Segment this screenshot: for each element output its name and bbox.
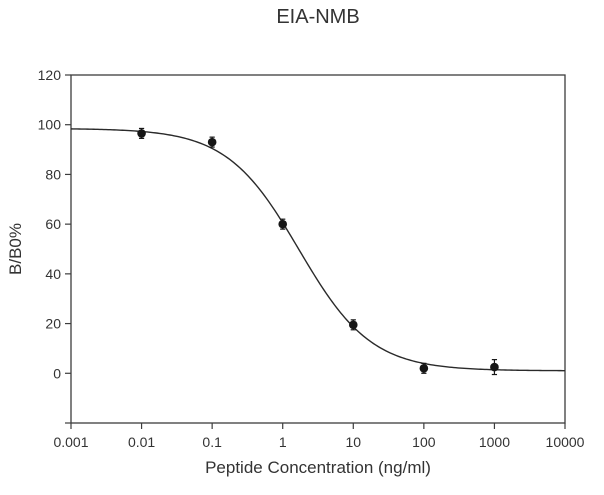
y-tick-label: 20 <box>45 316 61 332</box>
data-point <box>490 362 499 372</box>
y-tick-label: 60 <box>45 216 61 232</box>
data-point <box>278 219 288 229</box>
y-tick-label: 40 <box>45 266 61 282</box>
y-tick-label: 0 <box>53 365 61 381</box>
data-point <box>207 137 217 147</box>
x-tick-label: 10 <box>345 434 361 450</box>
x-tick-label: 0.001 <box>53 434 88 450</box>
data-point <box>137 129 146 138</box>
chart-title: EIA-NMB <box>276 6 360 28</box>
x-tick-label: 1000 <box>479 434 510 450</box>
x-tick-label: 100 <box>412 434 436 450</box>
y-tick-label: 100 <box>38 117 62 133</box>
data-point <box>419 364 429 373</box>
data-point <box>348 320 358 330</box>
fit-curve <box>70 128 566 372</box>
x-tick-label: 0.1 <box>202 434 222 450</box>
x-tick-label: 1 <box>279 434 287 450</box>
plot-border <box>70 74 566 424</box>
y-axis-title: B/B0% <box>6 223 25 275</box>
x-axis-title: Peptide Concentration (ng/ml) <box>205 458 431 477</box>
y-tick-label: 80 <box>45 166 61 182</box>
x-tick-label: 10000 <box>546 434 585 450</box>
x-tick-label: 0.01 <box>128 434 155 450</box>
y-tick-label: 120 <box>38 67 62 83</box>
